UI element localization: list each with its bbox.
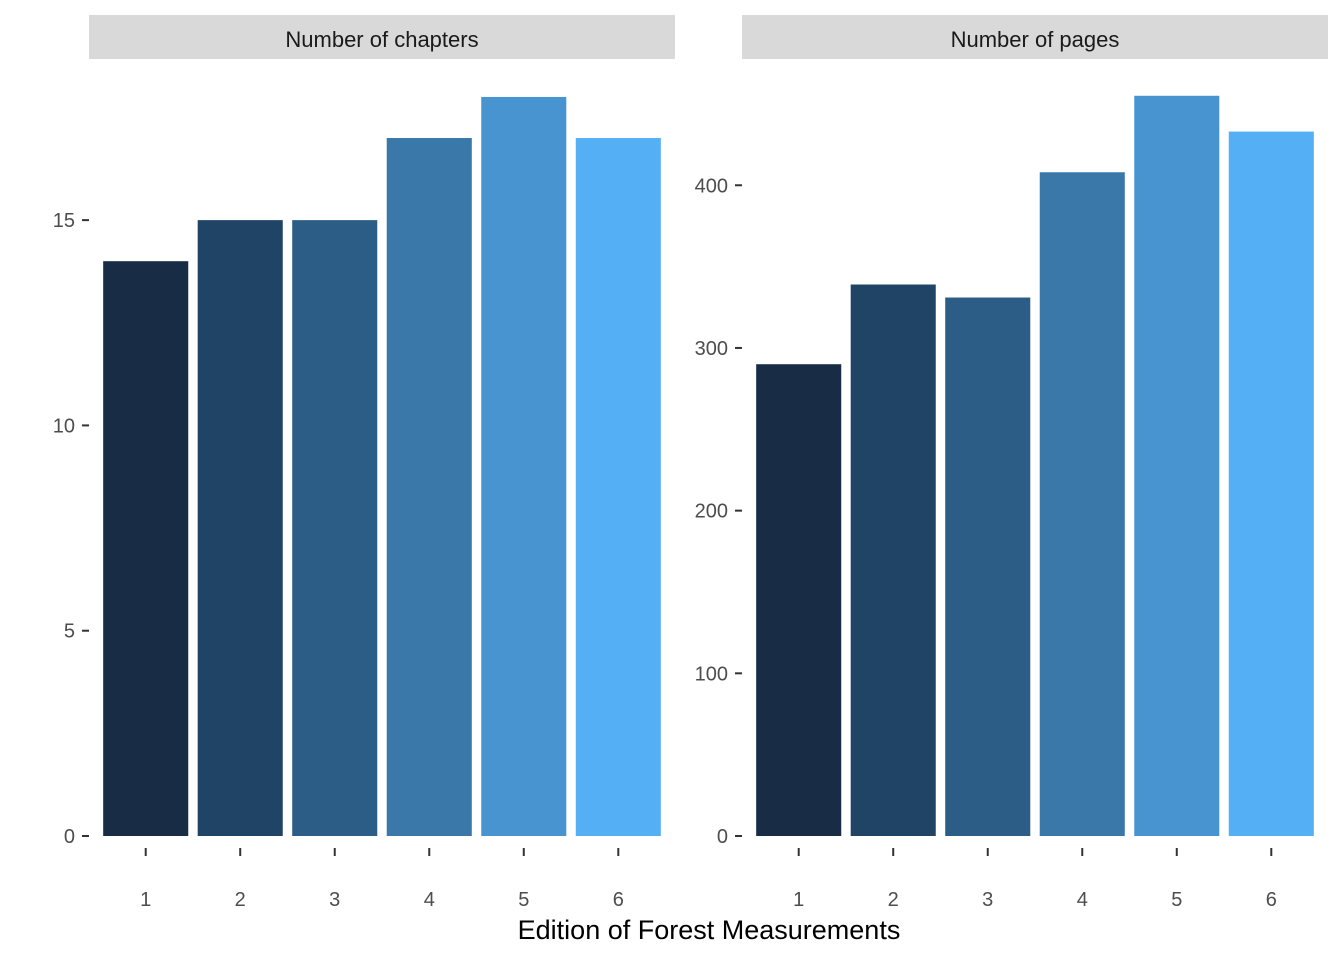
x-tick-label: 2	[235, 889, 246, 911]
bar-edition-6	[1228, 131, 1314, 836]
y-tick-label: 0	[64, 826, 75, 848]
bar-edition-1	[103, 261, 189, 836]
bar-edition-6	[575, 138, 661, 836]
facet-strip	[89, 15, 675, 59]
panel-chapters: Number of chapters 0 5 10 15 1 2 3 4 5 6	[53, 15, 675, 911]
y-tick-label: 10	[53, 415, 75, 437]
y-tick-label: 100	[695, 663, 728, 685]
y-tick-label: 5	[64, 621, 75, 643]
x-tick-label: 3	[982, 889, 993, 911]
x-tick-label: 1	[793, 889, 804, 911]
y-tick-label: 0	[717, 826, 728, 848]
bar-edition-2	[850, 284, 936, 836]
x-axis-label: Edition of Forest Measurements	[518, 915, 901, 945]
bar-edition-4	[1039, 172, 1125, 836]
facet-strip	[742, 15, 1328, 59]
bar-edition-1	[756, 364, 842, 836]
x-tick-label: 3	[329, 889, 340, 911]
x-tick-label: 6	[1266, 889, 1277, 911]
y-tick-label: 200	[695, 501, 728, 523]
bar-edition-3	[292, 220, 378, 836]
x-tick-label: 5	[518, 889, 529, 911]
x-tick-label: 2	[888, 889, 899, 911]
x-tick-label: 4	[1077, 889, 1088, 911]
bar-edition-2	[197, 220, 283, 836]
panel-pages: Number of pages 0 100 200 300 400 1 2 3 4 5 6	[695, 15, 1328, 911]
bar-edition-4	[386, 138, 472, 836]
x-tick-label: 4	[424, 889, 435, 911]
y-tick-label: 400	[695, 175, 728, 197]
y-tick-label: 15	[53, 210, 75, 232]
x-tick-label: 1	[140, 889, 151, 911]
bar-edition-5	[1134, 95, 1220, 837]
y-tick-label: 300	[695, 338, 728, 360]
x-tick-label: 6	[613, 889, 624, 911]
facet-strip-label: Number of pages	[951, 27, 1120, 52]
bar-edition-3	[945, 297, 1031, 836]
bar-edition-5	[481, 96, 567, 836]
x-tick-label: 5	[1171, 889, 1182, 911]
facet-strip-label: Number of chapters	[285, 27, 478, 52]
